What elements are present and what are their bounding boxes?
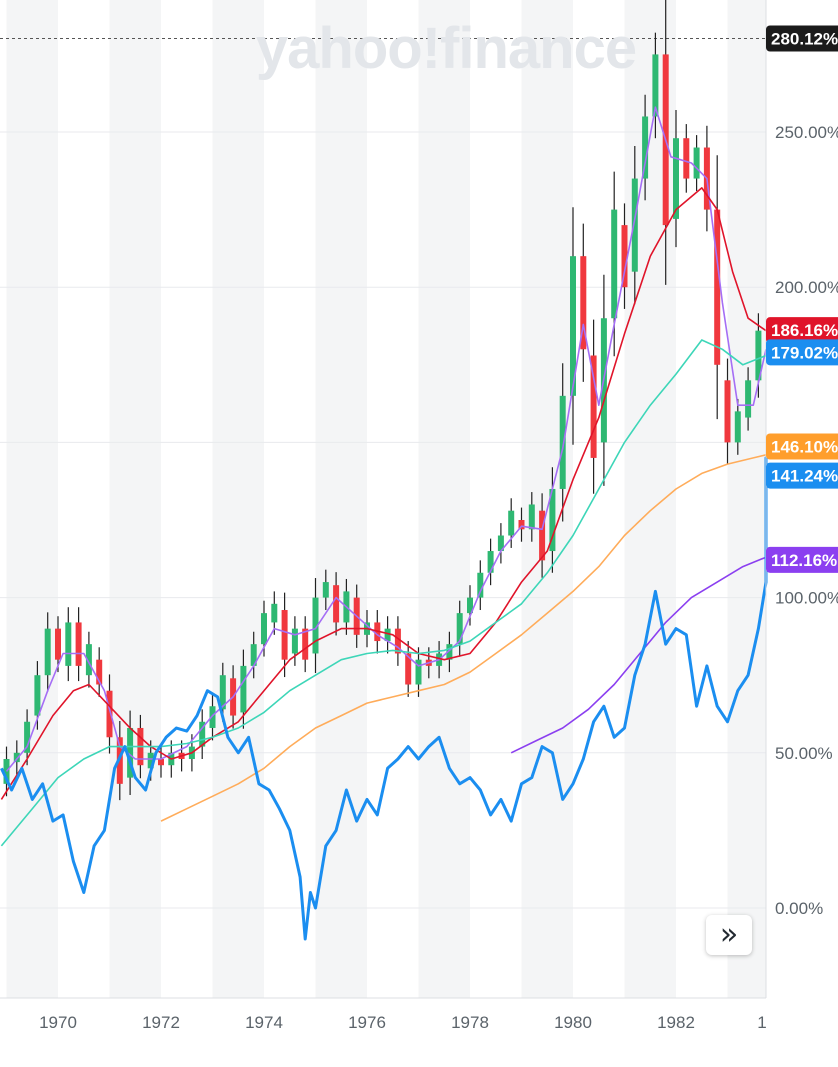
y-tick-label: 250.00% [775,123,838,142]
candle [693,135,700,191]
candle [497,523,504,564]
x-tick-label: 1972 [142,1013,180,1032]
value-badge-label: 141.24% [771,467,838,486]
year-band [212,0,264,998]
candle [570,207,576,445]
candle [456,600,463,657]
candle [539,493,546,578]
candle [487,538,494,586]
candle [3,746,10,797]
candle [384,616,391,654]
candle [549,467,556,573]
candle [394,616,401,666]
year-band [727,0,766,998]
x-tick-label: 1976 [348,1013,386,1032]
candle [13,740,20,775]
candle [85,631,92,688]
indicator-lines [0,106,768,941]
candle [631,145,638,305]
candle [518,507,525,542]
x-tick-label: 1978 [451,1013,489,1032]
candle [322,569,329,611]
x-tick-label: 1 [757,1013,766,1032]
candle [405,641,412,697]
value-badge: 280.12% [766,25,838,52]
candle [477,560,484,611]
series-line [0,456,768,941]
candle [580,223,587,382]
candle [333,572,340,636]
candle [745,367,752,431]
x-tick-label: 1982 [657,1013,695,1032]
series-line [0,187,767,800]
value-badge-label: 146.10% [771,438,838,457]
x-axis: 1970 1972 1974 1976 1978 1980 1982 1 [39,1013,767,1032]
candle [683,124,690,193]
candle [446,631,453,673]
candle [250,631,257,679]
candle [44,612,51,692]
series-line [510,556,767,754]
candle [642,94,649,201]
candle [281,592,288,678]
candle [127,710,134,796]
y-tick-label: 0.00% [775,899,823,918]
value-badge-label: 179.02% [771,343,838,362]
value-badges: 280.12% 186.16% 179.02% 146.10% 141.24% 112.1… [766,25,838,573]
series-line [0,339,767,847]
candle [673,109,679,248]
value-badge-label: 186.16% [771,321,838,340]
value-badge: 179.02% [766,339,838,366]
plot-area[interactable] [0,0,768,941]
candle [75,607,82,682]
candle [724,358,731,465]
year-band [521,0,573,998]
candle [271,591,278,635]
year-band [418,0,470,998]
expand-chart-button[interactable]: » [706,915,752,955]
watermark: yahoo!finance [256,16,636,81]
candle [312,578,319,674]
candle [652,32,659,139]
value-badge-label: 280.12% [771,30,838,49]
y-tick-label: 50.00% [775,744,833,763]
y-tick-label: 100.00% [775,589,838,608]
candle [302,616,309,673]
double-chevron-right-icon: » [719,917,739,952]
candle [467,585,473,626]
candle [714,155,721,420]
value-badge: 186.16% [766,317,838,344]
candle [559,363,566,522]
year-band [109,0,161,998]
year-band [315,0,367,998]
candle [55,616,61,673]
candle [158,746,164,778]
candle [65,607,72,682]
y-tick-label: 200.00% [775,278,838,297]
candle [24,709,31,766]
value-badge: 112.16% [766,546,838,573]
value-badge: 146.10% [766,433,838,460]
candle [209,693,216,741]
y-axis: 250.00%200.00%150.00%100.00%50.00%0.00% [775,123,838,918]
candle [291,616,298,666]
candle [590,319,597,494]
candle [528,492,535,542]
year-bands [6,0,766,998]
candle [734,398,741,455]
year-band [6,0,58,998]
value-badge-label: 112.16% [771,551,837,570]
value-badge: 141.24% [766,462,838,489]
candle [106,674,113,754]
candle [415,647,422,697]
series-line [160,454,767,822]
candle [199,709,206,760]
x-tick-label: 1980 [554,1013,592,1032]
candle [621,203,628,309]
x-tick-label: 1970 [39,1013,77,1032]
x-tick-label: 1974 [245,1013,283,1032]
candle [96,647,103,697]
